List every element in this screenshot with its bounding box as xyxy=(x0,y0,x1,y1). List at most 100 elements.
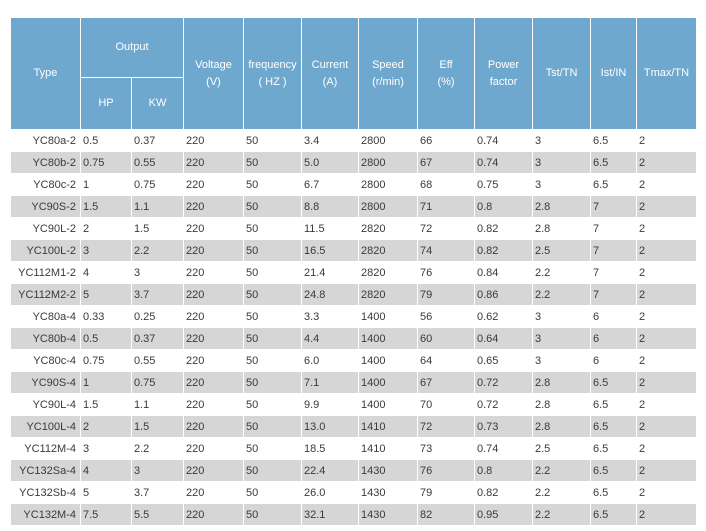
cell-current: 16.5 xyxy=(301,239,359,262)
cell-ist-in: 6.5 xyxy=(590,481,637,504)
cell-power-factor: 0.74 xyxy=(474,437,533,460)
cell-tst-tn: 2.2 xyxy=(532,503,591,526)
cell-voltage: 220 xyxy=(183,503,244,526)
cell-frequency: 50 xyxy=(243,371,302,394)
cell-voltage: 220 xyxy=(183,239,244,262)
cell-speed: 2800 xyxy=(358,173,418,196)
cell-tst-tn: 3 xyxy=(532,151,591,174)
cell-current: 4.4 xyxy=(301,327,359,350)
header-power-factor-line2: factor xyxy=(489,75,518,88)
cell-eff: 73 xyxy=(417,437,475,460)
cell-speed: 2800 xyxy=(358,129,418,152)
cell-ist-in: 6 xyxy=(590,327,637,350)
cell-eff: 72 xyxy=(417,217,475,240)
cell-kw: 1.1 xyxy=(131,393,184,416)
cell-power-factor: 0.82 xyxy=(474,239,533,262)
cell-eff: 79 xyxy=(417,283,475,306)
cell-voltage: 220 xyxy=(183,481,244,504)
table-row: YC112M2-2 5 3.7 220 50 24.8 2820 79 0.86 2.2 7 2 xyxy=(10,283,697,306)
cell-frequency: 50 xyxy=(243,239,302,262)
cell-type: YC112M-4 xyxy=(10,437,81,460)
header-speed-unit: (r/min) xyxy=(372,75,404,88)
cell-voltage: 220 xyxy=(183,261,244,284)
cell-type: YC100L-2 xyxy=(10,239,81,262)
header-current-unit: (A) xyxy=(322,75,338,88)
cell-ist-in: 7 xyxy=(590,195,637,218)
cell-current: 24.8 xyxy=(301,283,359,306)
cell-kw: 0.37 xyxy=(131,327,184,350)
cell-frequency: 50 xyxy=(243,459,302,482)
cell-current: 8.8 xyxy=(301,195,359,218)
header-kw: KW xyxy=(131,77,184,130)
cell-eff: 74 xyxy=(417,239,475,262)
cell-speed: 1410 xyxy=(358,415,418,438)
cell-tmax-tn: 2 xyxy=(636,283,697,306)
cell-current: 11.5 xyxy=(301,217,359,240)
header-power-factor: Power factor xyxy=(474,17,533,130)
cell-eff: 67 xyxy=(417,151,475,174)
cell-voltage: 220 xyxy=(183,195,244,218)
cell-tst-tn: 2.5 xyxy=(532,437,591,460)
cell-kw: 3 xyxy=(131,459,184,482)
cell-frequency: 50 xyxy=(243,327,302,350)
cell-power-factor: 0.86 xyxy=(474,283,533,306)
cell-kw: 0.25 xyxy=(131,305,184,328)
cell-hp: 5 xyxy=(80,481,132,504)
cell-tst-tn: 2.2 xyxy=(532,283,591,306)
cell-hp: 0.5 xyxy=(80,129,132,152)
cell-kw: 0.55 xyxy=(131,349,184,372)
cell-ist-in: 6 xyxy=(590,305,637,328)
cell-tst-tn: 3 xyxy=(532,349,591,372)
cell-speed: 1430 xyxy=(358,503,418,526)
table-row: YC132Sb-4 5 3.7 220 50 26.0 1430 79 0.82 2.2 6.5 2 xyxy=(10,481,697,504)
cell-ist-in: 7 xyxy=(590,261,637,284)
cell-tmax-tn: 2 xyxy=(636,393,697,416)
cell-kw: 2.2 xyxy=(131,239,184,262)
cell-speed: 2820 xyxy=(358,283,418,306)
cell-speed: 2800 xyxy=(358,195,418,218)
cell-tmax-tn: 2 xyxy=(636,173,697,196)
cell-power-factor: 0.72 xyxy=(474,393,533,416)
cell-tmax-tn: 2 xyxy=(636,371,697,394)
cell-frequency: 50 xyxy=(243,415,302,438)
cell-eff: 68 xyxy=(417,173,475,196)
cell-current: 26.0 xyxy=(301,481,359,504)
cell-eff: 79 xyxy=(417,481,475,504)
cell-power-factor: 0.84 xyxy=(474,261,533,284)
cell-tst-tn: 3 xyxy=(532,129,591,152)
header-ist-in: Ist/IN xyxy=(590,17,637,130)
cell-hp: 3 xyxy=(80,239,132,262)
cell-tst-tn: 2.8 xyxy=(532,393,591,416)
cell-eff: 70 xyxy=(417,393,475,416)
cell-kw: 0.75 xyxy=(131,371,184,394)
table-row: YC80c-2 1 0.75 220 50 6.7 2800 68 0.75 3 6.5 2 xyxy=(10,173,697,196)
cell-tst-tn: 2.8 xyxy=(532,195,591,218)
cell-frequency: 50 xyxy=(243,305,302,328)
cell-power-factor: 0.8 xyxy=(474,195,533,218)
cell-hp: 1.5 xyxy=(80,393,132,416)
cell-tst-tn: 2.2 xyxy=(532,459,591,482)
cell-type: YC90L-2 xyxy=(10,217,81,240)
cell-power-factor: 0.65 xyxy=(474,349,533,372)
cell-type: YC132M-4 xyxy=(10,503,81,526)
cell-voltage: 220 xyxy=(183,217,244,240)
cell-type: YC100L-4 xyxy=(10,415,81,438)
header-voltage: Voltage (V) xyxy=(183,17,244,130)
cell-tmax-tn: 2 xyxy=(636,195,697,218)
cell-tst-tn: 2.8 xyxy=(532,415,591,438)
cell-ist-in: 6.5 xyxy=(590,437,637,460)
cell-current: 5.0 xyxy=(301,151,359,174)
cell-current: 22.4 xyxy=(301,459,359,482)
cell-current: 13.0 xyxy=(301,415,359,438)
table-row: YC90S-4 1 0.75 220 50 7.1 1400 67 0.72 2.8 6.5 2 xyxy=(10,371,697,394)
cell-speed: 1400 xyxy=(358,393,418,416)
cell-kw: 1.5 xyxy=(131,217,184,240)
cell-tst-tn: 2.8 xyxy=(532,371,591,394)
cell-type: YC80c-2 xyxy=(10,173,81,196)
table-row: YC90S-2 1.5 1.1 220 50 8.8 2800 71 0.8 2.8 7 2 xyxy=(10,195,697,218)
cell-power-factor: 0.82 xyxy=(474,217,533,240)
cell-type: YC132Sa-4 xyxy=(10,459,81,482)
cell-type: YC132Sb-4 xyxy=(10,481,81,504)
cell-current: 18.5 xyxy=(301,437,359,460)
cell-voltage: 220 xyxy=(183,371,244,394)
